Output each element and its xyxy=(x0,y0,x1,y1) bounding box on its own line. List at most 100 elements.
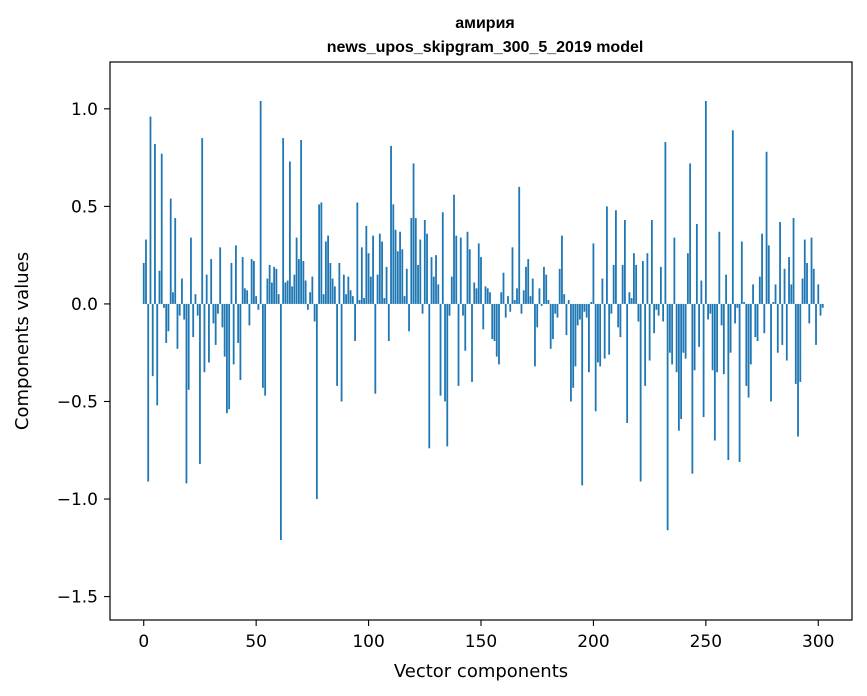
bar-111 xyxy=(392,204,395,304)
bar-192 xyxy=(574,303,577,367)
bar-35 xyxy=(221,303,224,328)
plot-frame xyxy=(109,61,853,621)
bar-106 xyxy=(381,241,383,304)
bar-145 xyxy=(468,249,471,304)
bar-140 xyxy=(457,303,460,386)
bar-14 xyxy=(174,218,177,304)
bar-196 xyxy=(583,303,586,312)
bar-138 xyxy=(453,194,455,304)
bar-292 xyxy=(799,303,802,382)
bar-239 xyxy=(680,303,683,420)
x-axis-ticks: 0 50 100 150 200 250 300 xyxy=(138,620,834,652)
bar-4 xyxy=(151,303,154,377)
bar-98 xyxy=(363,298,365,304)
bar-206 xyxy=(606,206,608,304)
bar-252 xyxy=(709,303,712,314)
bar-188 xyxy=(565,303,568,336)
bar-10 xyxy=(165,303,168,343)
bar-295 xyxy=(806,262,808,304)
bar-184 xyxy=(556,303,559,318)
bar-286 xyxy=(785,303,788,361)
bar-161 xyxy=(504,303,507,318)
bar-189 xyxy=(567,300,570,304)
bar-16 xyxy=(178,303,181,316)
bar-299 xyxy=(815,303,817,345)
bar-148 xyxy=(475,288,478,304)
bar-208 xyxy=(610,303,613,314)
bar-93 xyxy=(351,296,354,304)
bar-198 xyxy=(588,303,590,373)
bar-90 xyxy=(345,294,347,304)
bar-296 xyxy=(808,303,811,324)
bar-222 xyxy=(641,261,644,304)
bar-105 xyxy=(378,233,381,304)
bar-99 xyxy=(365,225,368,304)
bar-281 xyxy=(774,284,777,304)
bar-49 xyxy=(253,261,255,304)
bar-284 xyxy=(781,303,784,345)
bar-79 xyxy=(320,202,323,304)
y-tick-label: 0.0 xyxy=(71,295,98,315)
bar-61 xyxy=(279,303,282,541)
bar-130 xyxy=(435,255,437,304)
bar-256 xyxy=(718,231,721,304)
bar-115 xyxy=(401,249,404,304)
bar-21 xyxy=(190,237,192,304)
bar-287 xyxy=(788,257,790,304)
bar-216 xyxy=(628,292,631,304)
bar-131 xyxy=(437,284,440,304)
bar-73 xyxy=(306,303,309,310)
bar-141 xyxy=(459,237,462,304)
x-tick-label: 100 xyxy=(352,632,384,652)
bar-171 xyxy=(527,259,530,304)
bar-62 xyxy=(282,138,285,304)
y-tick-label: 0.5 xyxy=(71,197,98,217)
bar-298 xyxy=(812,268,815,304)
bar-267 xyxy=(743,301,745,304)
bar-257 xyxy=(720,303,723,326)
bar-209 xyxy=(612,264,615,304)
bar-48 xyxy=(250,259,253,304)
bar-238 xyxy=(677,303,680,431)
bar-247 xyxy=(698,303,700,347)
bar-156 xyxy=(493,303,496,341)
bar-97 xyxy=(360,247,363,304)
bar-125 xyxy=(423,220,426,304)
chart-title: амирия news_upos_skipgram_300_5_2019 mod… xyxy=(327,15,644,56)
bar-110 xyxy=(390,145,392,304)
bar-8 xyxy=(160,153,163,304)
bar-181 xyxy=(549,303,552,349)
bar-18 xyxy=(183,303,186,320)
bar-109 xyxy=(387,303,390,341)
bar-15 xyxy=(176,303,179,349)
bar-154 xyxy=(489,292,491,304)
bar-129 xyxy=(432,276,435,304)
bar-168 xyxy=(520,303,523,314)
bar-71 xyxy=(302,261,305,304)
bar-26 xyxy=(201,138,204,304)
bar-13 xyxy=(172,292,174,304)
bar-83 xyxy=(329,262,332,304)
bar-278 xyxy=(767,245,770,304)
bar-44 xyxy=(241,257,244,304)
bar-157 xyxy=(495,303,498,357)
bar-96 xyxy=(358,300,361,304)
bar-153 xyxy=(486,288,489,304)
bar-2 xyxy=(147,303,150,482)
bar-291 xyxy=(797,303,799,437)
bar-25 xyxy=(199,303,201,464)
bar-50 xyxy=(255,296,258,304)
bar-240 xyxy=(682,303,685,353)
bar-60 xyxy=(277,294,280,304)
bar-89 xyxy=(342,274,345,304)
bar-150 xyxy=(480,257,482,304)
bar-243 xyxy=(689,163,692,304)
bar-163 xyxy=(509,303,512,312)
bar-263 xyxy=(734,303,736,324)
bar-128 xyxy=(430,257,433,304)
bar-221 xyxy=(639,303,642,482)
chart-title-line1: амирия xyxy=(455,15,515,32)
bar-146 xyxy=(471,303,473,382)
bar-88 xyxy=(340,303,343,402)
